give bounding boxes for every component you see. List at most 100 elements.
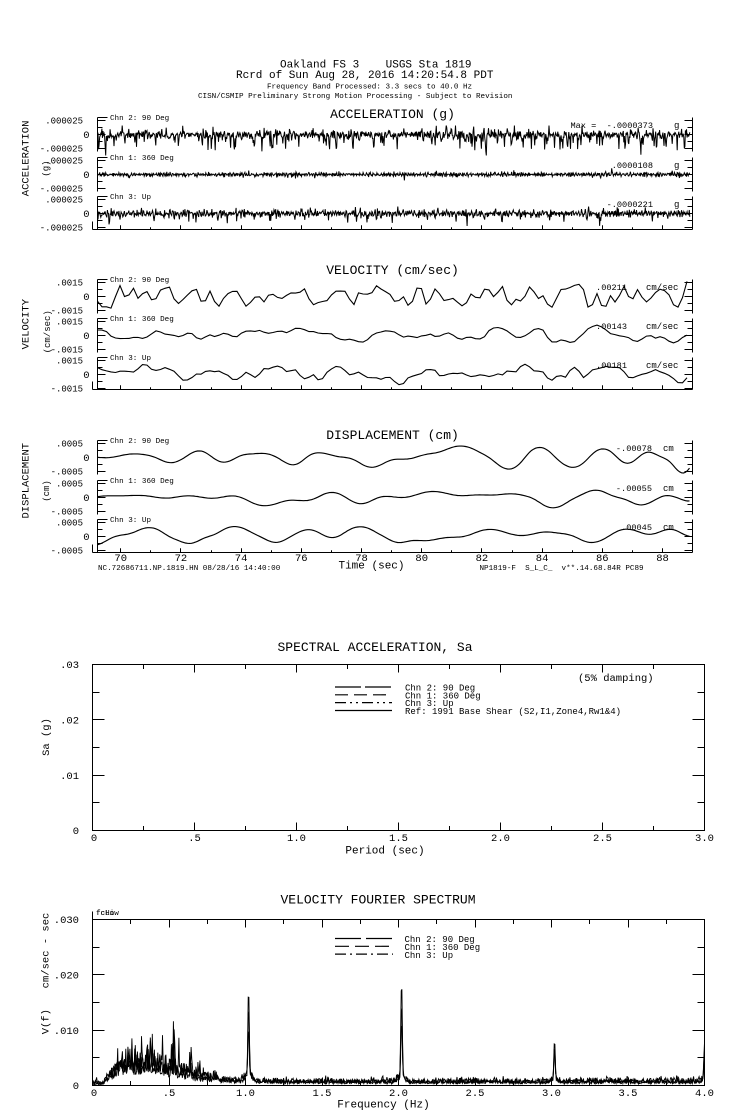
svg-text:Max = -.0000373: Max = -.0000373 [570, 121, 653, 131]
svg-text:.000025: .000025 [45, 117, 83, 127]
svg-text:.00045: .00045 [621, 523, 652, 533]
svg-text:ACCELERATION (g): ACCELERATION (g) [330, 107, 455, 122]
svg-text:0: 0 [83, 493, 89, 505]
svg-text:DISPLACEMENT: DISPLACEMENT [21, 443, 33, 519]
svg-text:4.0: 4.0 [695, 1088, 714, 1100]
svg-text:-.0015: -.0015 [51, 346, 83, 356]
svg-text:-.000025: -.000025 [40, 224, 83, 234]
svg-text:0: 0 [73, 826, 79, 838]
svg-text:0: 0 [83, 130, 89, 142]
svg-text:Oakland FS 3 USGS Sta 1819: Oakland FS 3 USGS Sta 1819 [280, 59, 471, 71]
svg-text:Sa (g): Sa (g) [41, 718, 53, 756]
svg-text:cm/sec: cm/sec [646, 361, 678, 371]
svg-text:V(f): V(f) [41, 1009, 53, 1034]
svg-text:78: 78 [355, 553, 368, 565]
svg-text:Chn 3: Up: Chn 3: Up [110, 194, 151, 202]
svg-text:.02: .02 [60, 716, 79, 728]
svg-text:0: 0 [83, 170, 89, 182]
svg-text:2.5: 2.5 [593, 833, 612, 845]
svg-text:VELOCITY FOURIER SPECTRUM: VELOCITY FOURIER SPECTRUM [280, 893, 475, 908]
svg-text:.0015: .0015 [56, 357, 83, 367]
svg-text:Chn 2: 90 Deg: Chn 2: 90 Deg [405, 684, 475, 694]
svg-text:1.5: 1.5 [313, 1088, 332, 1100]
svg-text:76: 76 [295, 553, 308, 565]
svg-text:0: 0 [73, 1081, 79, 1093]
svg-text:g: g [674, 200, 679, 210]
svg-text:(g): (g) [42, 160, 52, 176]
svg-text:cm/sec: cm/sec [646, 322, 678, 332]
svg-text:.000025: .000025 [45, 157, 83, 167]
svg-text:cm/sec - sec: cm/sec - sec [41, 913, 53, 989]
svg-text:.000025: .000025 [45, 196, 83, 206]
svg-text:.0005: .0005 [56, 440, 83, 450]
svg-text:80: 80 [415, 553, 428, 565]
svg-text:(5% damping): (5% damping) [578, 673, 654, 685]
svg-text:.0005: .0005 [56, 519, 83, 529]
svg-text:g: g [674, 161, 679, 171]
svg-text:Frequency Band Processed: 3.3: Frequency Band Processed: 3.3 secs to 40… [267, 84, 472, 92]
svg-text:.010: .010 [54, 1026, 79, 1038]
svg-text:.01: .01 [60, 771, 79, 783]
svg-text:Chn 2: 90 Deg: Chn 2: 90 Deg [110, 438, 169, 446]
svg-text:NP1819-F S_L_C_ v**.14.68.84: NP1819-F S_L_C_ v**.14.68.84R PC89 [480, 565, 644, 573]
svg-text:Chn 2: 90 Deg: Chn 2: 90 Deg [405, 935, 475, 945]
svg-text:0: 0 [83, 532, 89, 544]
svg-text:CISN/CSMIP Preliminary Strong: CISN/CSMIP Preliminary Strong Motion Pro… [198, 93, 512, 101]
svg-text:cm: cm [663, 444, 674, 454]
svg-text:Chn 3: Up: Chn 3: Up [405, 951, 454, 961]
svg-text:Period (sec): Period (sec) [345, 845, 424, 857]
svg-text:Chn 1: 360 Deg: Chn 1: 360 Deg [110, 316, 174, 324]
svg-text:VELOCITY: VELOCITY [21, 298, 33, 349]
svg-text:fcHi: fcHi [96, 910, 115, 918]
svg-text:1.0: 1.0 [236, 1088, 255, 1100]
svg-text:0: 0 [83, 292, 89, 304]
svg-text:(cm): (cm) [42, 480, 52, 502]
svg-text:3.0: 3.0 [542, 1088, 561, 1100]
svg-text:.0000108: .0000108 [612, 161, 653, 171]
svg-text:72: 72 [175, 553, 188, 565]
svg-text:-.0000221: -.0000221 [607, 200, 653, 210]
svg-text:DISPLACEMENT (cm): DISPLACEMENT (cm) [326, 428, 459, 443]
svg-text:0: 0 [83, 331, 89, 343]
svg-text:-.0005: -.0005 [51, 468, 83, 478]
svg-text:fcLow: fcLow [96, 910, 119, 918]
svg-text:0: 0 [91, 1088, 97, 1100]
svg-text:-.000025: -.000025 [40, 185, 83, 195]
svg-text:-.00078: -.00078 [616, 444, 652, 454]
svg-text:70: 70 [114, 553, 127, 565]
svg-text:.00181: .00181 [596, 361, 627, 371]
svg-text:-.0005: -.0005 [51, 508, 83, 518]
svg-text:cm/sec: cm/sec [646, 283, 678, 293]
svg-text:82: 82 [476, 553, 489, 565]
svg-text:cm: cm [663, 484, 674, 494]
svg-text:84: 84 [536, 553, 549, 565]
svg-text:Chn 1: 360 Deg: Chn 1: 360 Deg [110, 478, 174, 486]
svg-text:74: 74 [235, 553, 248, 565]
svg-text:.0005: .0005 [56, 480, 83, 490]
svg-text:-.0015: -.0015 [51, 307, 83, 317]
svg-text:SPECTRAL ACCELERATION, Sa: SPECTRAL ACCELERATION, Sa [277, 640, 472, 655]
svg-text:1.5: 1.5 [389, 833, 408, 845]
svg-text:Chn 1: 360 Deg: Chn 1: 360 Deg [405, 691, 481, 701]
svg-text:g: g [674, 121, 679, 131]
svg-text:Chn 2: 90 Deg: Chn 2: 90 Deg [110, 115, 169, 123]
svg-text:ACCELERATION: ACCELERATION [21, 121, 33, 197]
svg-text:Time (sec): Time (sec) [338, 560, 404, 572]
svg-text:2.0: 2.0 [491, 833, 510, 845]
svg-text:Chn 3: Up: Chn 3: Up [405, 699, 454, 709]
svg-text:0: 0 [91, 833, 97, 845]
svg-text:.00211: .00211 [596, 283, 627, 293]
svg-text:Chn 3: Up: Chn 3: Up [110, 517, 151, 525]
svg-text:.5: .5 [188, 833, 201, 845]
svg-text:VELOCITY (cm/sec): VELOCITY (cm/sec) [326, 263, 459, 278]
svg-text:86: 86 [596, 553, 609, 565]
svg-text:.030: .030 [54, 915, 79, 927]
svg-text:-.000025: -.000025 [40, 145, 83, 155]
svg-text:Ref: 1991 Base Shear (S2,I1,Zo: Ref: 1991 Base Shear (S2,I1,Zone4,Rw1&4) [405, 707, 621, 717]
svg-text:.0015: .0015 [56, 318, 83, 328]
svg-text:0: 0 [83, 370, 89, 382]
svg-text:Chn 3: Up: Chn 3: Up [110, 355, 151, 363]
svg-text:Frequency (Hz): Frequency (Hz) [337, 1099, 429, 1111]
svg-text:(cm/sec): (cm/sec) [43, 310, 53, 353]
svg-text:.0015: .0015 [56, 279, 83, 289]
